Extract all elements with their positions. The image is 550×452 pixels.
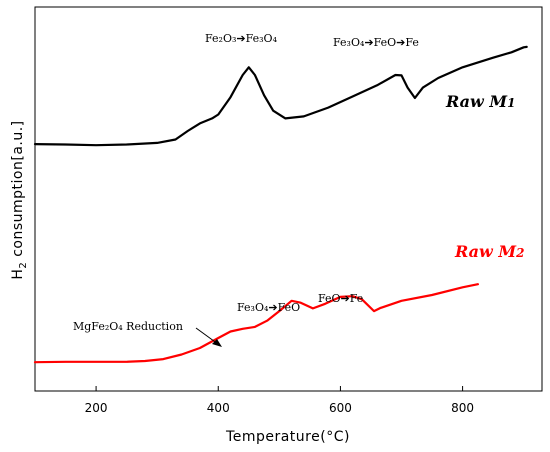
series-label-m1: Raw M1: [445, 92, 515, 111]
plot-frame: [34, 6, 543, 392]
tick-group: 200 400 600 800: [85, 386, 474, 415]
series-group: [33, 45, 528, 364]
annotation-m2-shoulder: MgFe₂O₄ Reduction: [73, 320, 183, 333]
y-axis-label: H2 consumption[a.u.]: [10, 120, 29, 279]
series-line-1: [33, 45, 528, 147]
series-line-2: [33, 283, 479, 364]
annotation-m2-peak1: Fe₃O₄➔FeO: [237, 301, 300, 314]
annotation-m1-peak2: Fe₃O₄➔FeO➔Fe: [333, 36, 419, 49]
annotation-m1-peak1: Fe₂O₃➔Fe₃O₄: [205, 32, 278, 45]
series-label-m2: Raw M2: [454, 242, 524, 261]
x-tick-label-800: 800: [451, 401, 474, 415]
annotation-m2-peak2: FeO➔Fe: [318, 292, 363, 305]
x-axis-label: Temperature(°C): [225, 429, 350, 445]
annotation-arrow: [195, 327, 222, 347]
x-tick-label-200: 200: [85, 401, 108, 415]
x-tick-label-600: 600: [329, 401, 352, 415]
x-tick-label-400: 400: [207, 401, 230, 415]
